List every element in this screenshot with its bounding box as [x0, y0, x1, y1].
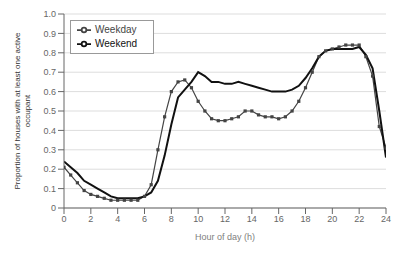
svg-text:14: 14: [247, 214, 257, 224]
svg-text:0.3: 0.3: [43, 145, 56, 155]
svg-text:0.5: 0.5: [43, 106, 56, 116]
svg-text:0.2: 0.2: [43, 164, 56, 174]
svg-text:20: 20: [327, 214, 337, 224]
svg-text:12: 12: [220, 214, 230, 224]
svg-text:16: 16: [274, 214, 284, 224]
svg-text:8: 8: [169, 214, 174, 224]
svg-text:Hour of day (h): Hour of day (h): [195, 232, 255, 242]
html-text:Weekday: Weekday: [95, 23, 137, 35]
svg-text:0.6: 0.6: [43, 87, 56, 97]
svg-text:4: 4: [115, 214, 120, 224]
svg-text:0.9: 0.9: [43, 29, 56, 39]
svg-text:0: 0: [61, 214, 66, 224]
svg-text:22: 22: [354, 214, 364, 224]
svg-text:6: 6: [142, 214, 147, 224]
svg-text:0.1: 0.1: [43, 184, 56, 194]
svg-text:0.7: 0.7: [43, 67, 56, 77]
svg-text:0: 0: [51, 203, 56, 213]
svg-text:18: 18: [300, 214, 310, 224]
svg-text:24: 24: [381, 214, 391, 224]
svg-text:10: 10: [193, 214, 203, 224]
svg-text:1.0: 1.0: [43, 9, 56, 19]
html-text:Weekend: Weekend: [95, 37, 138, 49]
svg-text:0.4: 0.4: [43, 126, 56, 136]
svg-text:0.8: 0.8: [43, 48, 56, 58]
svg-text:Proportion of houses with at l: Proportion of houses with at least one a…: [13, 32, 32, 190]
svg-text:2: 2: [88, 214, 93, 224]
